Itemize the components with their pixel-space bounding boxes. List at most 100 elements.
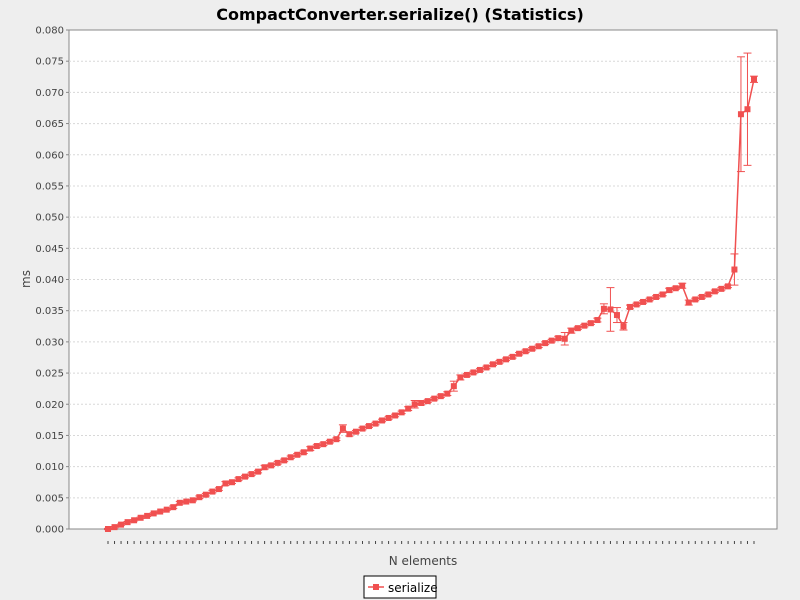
data-point <box>261 464 268 471</box>
data-point <box>613 312 620 319</box>
y-tick-label: 0.030 <box>35 337 64 348</box>
data-point <box>255 468 262 475</box>
data-point <box>418 400 425 407</box>
data-point <box>483 364 490 371</box>
data-point <box>131 517 138 524</box>
data-point <box>248 471 255 478</box>
y-tick-label: 0.045 <box>35 244 64 255</box>
y-axis-label: ms <box>19 270 33 288</box>
data-point <box>646 296 653 303</box>
data-point <box>346 431 353 438</box>
data-point <box>268 462 275 469</box>
data-point <box>431 395 438 402</box>
legend-label-serialize: serialize <box>388 581 438 595</box>
data-point <box>581 322 588 329</box>
data-point <box>698 293 705 300</box>
data-point <box>751 76 757 83</box>
data-point <box>522 348 529 355</box>
data-point <box>607 306 614 313</box>
data-point <box>372 420 379 427</box>
data-point <box>196 494 203 501</box>
y-tick-label: 0.015 <box>35 431 64 442</box>
data-point <box>352 428 359 435</box>
y-tick-label: 0.075 <box>35 57 64 68</box>
data-point <box>489 361 496 368</box>
data-point <box>529 345 536 352</box>
y-tick-label: 0.010 <box>35 462 64 473</box>
data-point <box>366 423 373 430</box>
data-point <box>685 299 692 306</box>
data-point <box>718 285 725 292</box>
data-point <box>627 303 634 310</box>
data-point <box>124 519 131 526</box>
data-point <box>118 521 125 528</box>
data-point <box>509 353 516 360</box>
data-point <box>215 486 222 493</box>
y-tick-label: 0.080 <box>35 26 64 37</box>
y-tick-label: 0.025 <box>35 369 64 380</box>
data-point <box>339 425 346 432</box>
data-point <box>633 301 640 308</box>
data-point <box>666 287 673 294</box>
data-point <box>600 305 607 312</box>
data-point <box>705 291 712 298</box>
data-point <box>711 288 718 295</box>
data-point <box>300 449 307 456</box>
data-point <box>640 298 647 305</box>
legend-box <box>363 575 437 599</box>
data-point <box>737 111 744 118</box>
data-point <box>392 412 399 419</box>
data-point <box>568 327 575 334</box>
y-tick-label: 0.055 <box>35 181 64 192</box>
data-point <box>476 366 483 373</box>
data-point <box>385 414 392 421</box>
data-point <box>111 524 118 531</box>
y-tick-label: 0.070 <box>35 88 64 99</box>
x-axis-ticks <box>107 541 755 544</box>
data-point <box>548 337 555 344</box>
data-point <box>333 436 340 443</box>
data-point <box>242 473 249 480</box>
data-point <box>659 291 666 298</box>
data-point <box>307 445 314 452</box>
x-axis-label: N elements <box>389 554 458 568</box>
data-point <box>516 350 523 357</box>
data-point <box>503 356 510 363</box>
y-tick-label: 0.035 <box>35 306 64 317</box>
data-point <box>209 488 216 495</box>
data-point <box>463 371 470 378</box>
data-point <box>405 405 412 412</box>
series-serialize <box>104 52 758 532</box>
data-point <box>287 454 294 461</box>
data-point <box>313 443 320 450</box>
data-point <box>189 497 196 504</box>
data-point <box>163 506 170 513</box>
data-point <box>561 335 568 342</box>
data-point <box>620 323 627 330</box>
data-point <box>274 459 281 466</box>
y-tick-label: 0.020 <box>35 400 64 411</box>
data-point <box>679 282 686 289</box>
data-point <box>105 526 111 532</box>
data-point <box>555 335 562 342</box>
y-tick-label: 0.065 <box>35 119 64 130</box>
data-point <box>744 106 751 113</box>
data-point <box>470 369 477 376</box>
data-point <box>326 438 333 445</box>
data-point <box>183 498 190 505</box>
data-point <box>496 358 503 365</box>
y-tick-label: 0.000 <box>35 525 64 536</box>
data-point <box>144 512 151 519</box>
y-tick-label: 0.040 <box>35 275 64 286</box>
data-point <box>692 296 699 303</box>
y-tick-label: 0.050 <box>35 213 64 224</box>
data-point <box>170 504 177 511</box>
data-point <box>137 514 144 521</box>
data-point <box>437 393 444 400</box>
data-point <box>444 390 451 397</box>
data-point <box>457 374 464 381</box>
data-point <box>411 401 418 408</box>
data-point <box>176 499 183 506</box>
data-point <box>574 325 581 332</box>
